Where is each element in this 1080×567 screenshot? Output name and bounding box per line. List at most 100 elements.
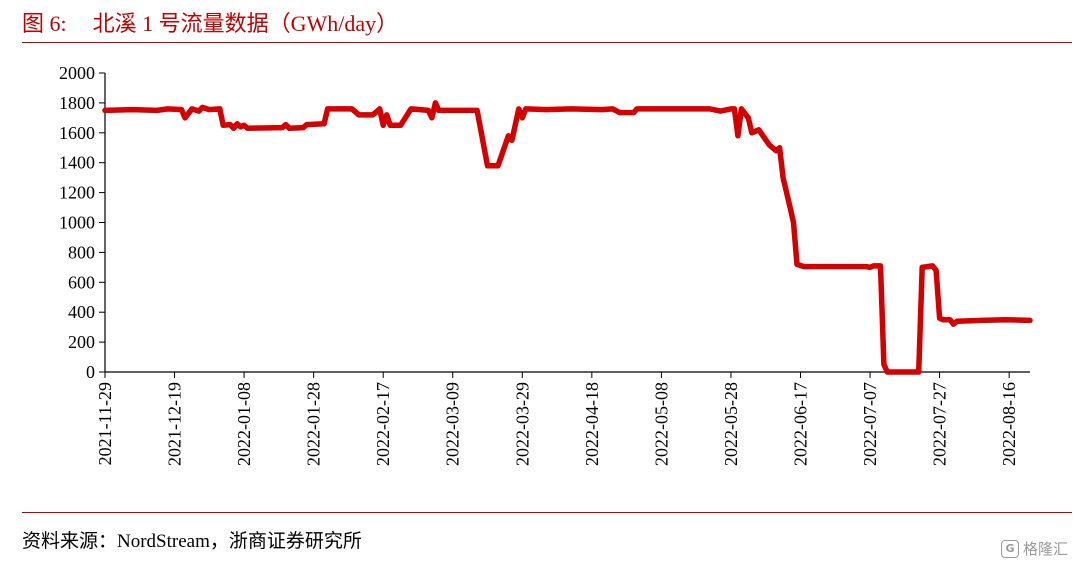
- data-point: [497, 164, 499, 167]
- data-point: [486, 164, 489, 167]
- data-point: [229, 123, 231, 126]
- data-point: [378, 108, 381, 110]
- data-point: [719, 110, 722, 112]
- data-point: [427, 109, 430, 112]
- data-point: [198, 110, 200, 112]
- data-point: [431, 117, 433, 119]
- y-axis: 0 200 400 600 800 1000 1200 1400 1600 1800 2000: [59, 63, 105, 382]
- data-point: [980, 319, 983, 322]
- data-point: [184, 117, 186, 119]
- data-point: [938, 317, 941, 320]
- data-point: [222, 124, 224, 127]
- data-point: [789, 206, 791, 209]
- y-tick-label: 1600: [59, 123, 95, 143]
- data-point: [323, 123, 325, 125]
- y-tick-label: 800: [68, 242, 95, 262]
- data-point: [747, 117, 750, 119]
- data-point: [239, 126, 242, 128]
- data-point: [180, 108, 183, 111]
- y-tick-label: 400: [68, 302, 95, 322]
- data-point: [844, 265, 847, 268]
- data-point: [751, 132, 753, 134]
- x-tick-label: 2022-02-17: [373, 382, 393, 466]
- data-point: [570, 108, 572, 110]
- data-point: [865, 265, 868, 268]
- data-point: [305, 123, 308, 126]
- data-point: [201, 106, 204, 109]
- data-point: [525, 108, 527, 110]
- data-point: [511, 139, 513, 142]
- data-point: [921, 266, 923, 269]
- data-point: [768, 144, 770, 146]
- data-point: [246, 127, 249, 130]
- bottom-divider: [22, 512, 1072, 513]
- data-point: [778, 147, 781, 149]
- y-tick-label: 0: [86, 362, 95, 382]
- watermark: G 格隆汇: [1000, 538, 1068, 559]
- data-point: [438, 109, 440, 112]
- x-tick-label: 2022-07-27: [930, 382, 950, 466]
- data-point: [372, 114, 374, 116]
- x-tick-label: 2021-11-29: [95, 382, 115, 465]
- data-point: [782, 176, 784, 179]
- figure-number: 图 6:: [22, 11, 67, 36]
- data-point: [399, 124, 402, 127]
- data-point: [385, 114, 388, 116]
- x-tick-label: 2022-03-09: [443, 382, 463, 466]
- series-layer: [102, 100, 1033, 375]
- data-point: [191, 108, 193, 110]
- y-tick-label: 2000: [59, 63, 95, 83]
- data-point: [410, 108, 412, 110]
- watermark-logo-icon: G: [1000, 539, 1019, 558]
- y-tick-label: 1000: [59, 213, 95, 233]
- data-point: [156, 109, 158, 112]
- data-point: [104, 109, 106, 112]
- top-divider: [22, 42, 1072, 43]
- data-point: [883, 363, 885, 366]
- data-point: [792, 221, 795, 224]
- source-note: 资料来源：NordStream，浙商证券研究所: [22, 531, 362, 552]
- data-point: [758, 129, 760, 131]
- data-point: [521, 117, 524, 119]
- x-tick-label: 2022-06-17: [790, 382, 810, 466]
- x-tick-label: 2022-04-18: [582, 382, 602, 466]
- data-point: [709, 108, 711, 110]
- data-point: [434, 102, 437, 104]
- data-point: [166, 108, 169, 110]
- data-point: [601, 108, 604, 111]
- data-point: [285, 123, 287, 126]
- data-point: [935, 269, 937, 272]
- plot-frame: [104, 73, 1030, 373]
- data-point: [737, 135, 739, 137]
- data-point: [1029, 319, 1031, 322]
- data-point: [740, 108, 743, 110]
- data-point: [389, 124, 392, 127]
- data-point: [219, 108, 221, 110]
- x-tick-label: 2022-08-16: [999, 382, 1019, 466]
- figure-title: 图 6: 北溪 1 号流量数据（GWh/day）: [22, 6, 398, 38]
- data-point: [1004, 318, 1007, 321]
- data-point: [618, 111, 621, 114]
- x-tick-label: 2022-01-08: [234, 382, 254, 466]
- data-point: [956, 320, 958, 323]
- data-point: [942, 318, 944, 321]
- data-point: [733, 108, 736, 110]
- data-point: [518, 108, 520, 110]
- data-point: [611, 108, 614, 110]
- data-point: [507, 135, 510, 137]
- data-point: [476, 109, 478, 112]
- data-point: [949, 318, 951, 321]
- y-tick-label: 600: [68, 272, 95, 292]
- watermark-text: 格隆汇: [1022, 540, 1068, 558]
- data-point: [326, 108, 329, 110]
- data-point: [232, 127, 235, 130]
- y-tick-label: 1800: [59, 93, 95, 113]
- data-point: [281, 126, 284, 129]
- x-tick-label: 2022-03-29: [512, 382, 532, 466]
- data-point: [803, 265, 805, 268]
- data-point: [952, 323, 955, 326]
- x-tick-label: 2022-07-07: [860, 382, 880, 466]
- series-line-1: [102, 100, 1033, 375]
- data-point: [730, 108, 732, 110]
